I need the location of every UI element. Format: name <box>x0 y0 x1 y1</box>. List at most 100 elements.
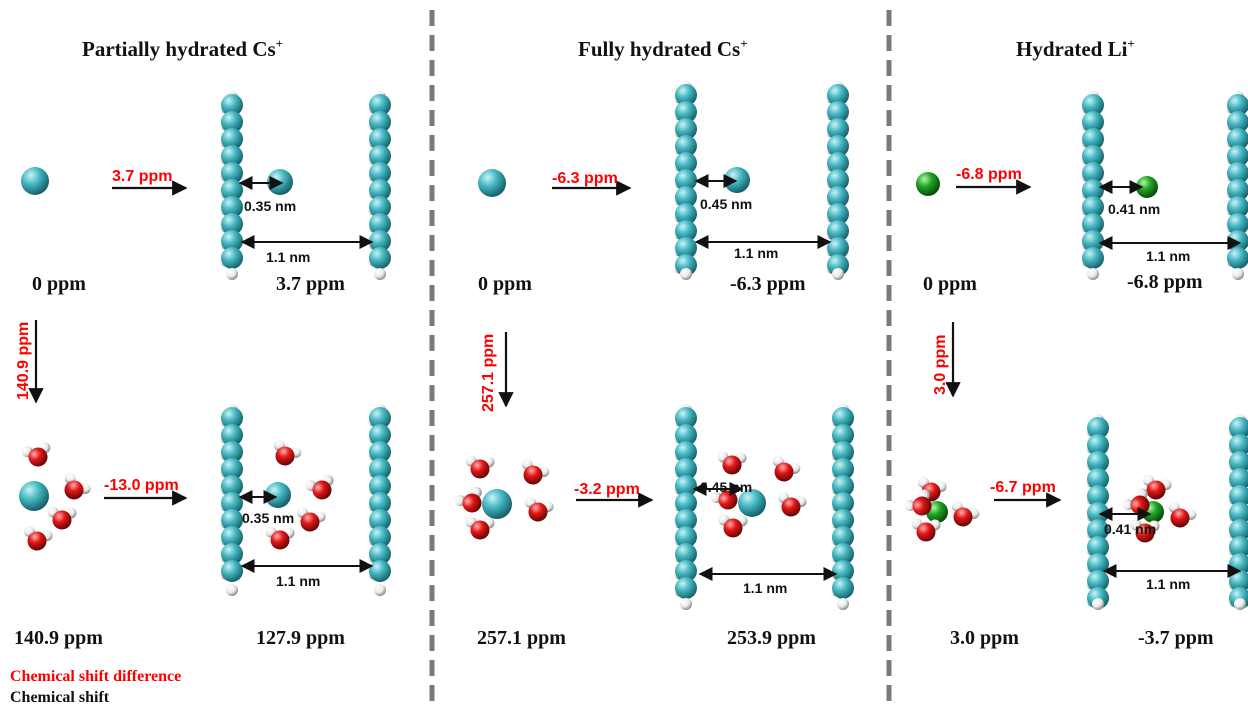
carbon-atom <box>1087 519 1109 541</box>
hydrogen-atom <box>226 584 238 596</box>
carbon-atom <box>369 509 391 531</box>
oxygen-atom <box>470 520 490 540</box>
carbon-atom <box>675 101 697 123</box>
carbon-atom <box>832 458 854 480</box>
water-molecule <box>305 474 334 500</box>
water-molecule <box>47 506 77 530</box>
carbon-atom <box>1227 111 1248 133</box>
shift-p1-top-left: 0 ppm <box>32 273 86 295</box>
carbon-atom <box>369 196 391 218</box>
carbon-atom <box>675 220 697 242</box>
carbon-atom <box>675 475 697 497</box>
carbon-atom <box>675 424 697 446</box>
carbon-atom <box>369 179 391 201</box>
carbon-atom <box>675 84 697 106</box>
carbon-atom <box>1227 128 1248 150</box>
diff-p1-bottom: -13.0 ppm <box>104 477 179 494</box>
carbon-atom <box>221 94 243 116</box>
carbon-atom <box>675 509 697 531</box>
hydrogen-atom <box>374 268 386 280</box>
carbon-atom <box>675 169 697 191</box>
carbon-atom <box>832 475 854 497</box>
hydrogen-atom <box>374 584 386 596</box>
carbon-atom <box>369 230 391 252</box>
carbon-chain <box>220 91 243 280</box>
oxygen-atom <box>300 512 320 532</box>
carbon-atom <box>1227 94 1248 116</box>
water-molecule <box>21 442 51 467</box>
carbon-atom <box>675 560 697 582</box>
carbon-atom <box>221 128 243 150</box>
water-molecule <box>465 455 495 479</box>
carbon-atom <box>221 509 243 531</box>
oxygen-atom <box>781 497 801 517</box>
carbon-atom <box>1087 485 1109 507</box>
carbon-atom <box>675 407 697 429</box>
diff-p1-top: 3.7 ppm <box>112 168 172 185</box>
distance-p1-bottom-ion: 0.35 nm <box>242 510 294 526</box>
water-molecule <box>265 526 295 550</box>
carbon-atom <box>832 543 854 565</box>
carbon-atom <box>1087 536 1109 558</box>
carbon-atom <box>221 560 243 582</box>
carbon-atom <box>1082 230 1104 252</box>
hydrogen-atom <box>226 268 238 280</box>
oxygen-atom <box>64 480 84 500</box>
shift-p2-top-right: -6.3 ppm <box>730 273 806 295</box>
carbon-atom <box>1229 519 1248 541</box>
diff-p2-bottom: -3.2 ppm <box>574 481 640 498</box>
carbon-atom <box>832 509 854 531</box>
li-ion <box>926 501 948 523</box>
carbon-atom <box>1227 213 1248 235</box>
panel-title-fully-hydrated-cs: Fully hydrated Cs+ <box>578 36 748 61</box>
water-molecule <box>525 497 554 522</box>
diff-p2-vertical: 257.1 ppm <box>480 334 497 412</box>
water-molecule <box>911 518 941 542</box>
diff-p3-top: -6.8 ppm <box>956 166 1022 183</box>
carbon-atom <box>832 560 854 582</box>
carbon-atom <box>1229 502 1248 524</box>
carbon-atom <box>827 203 849 225</box>
distance-p2-top-gap: 1.1 nm <box>734 245 778 261</box>
carbon-atom <box>1227 145 1248 167</box>
distance-p3-bottom-gap: 1.1 nm <box>1146 576 1190 592</box>
carbon-atom <box>827 84 849 106</box>
carbon-atom <box>369 407 391 429</box>
carbon-atom <box>369 128 391 150</box>
panel-title-hydrated-li: Hydrated Li+ <box>1016 36 1135 61</box>
water-molecule <box>718 514 748 538</box>
carbon-chain <box>1228 414 1248 610</box>
carbon-atom <box>675 526 697 548</box>
carbon-atom <box>221 543 243 565</box>
legend-chemical-shift-difference: Chemical shift difference <box>10 668 182 685</box>
carbon-atom <box>221 111 243 133</box>
carbon-atom <box>221 179 243 201</box>
distance-p2-top-ion: 0.45 nm <box>700 196 752 212</box>
oxygen-atom <box>462 493 482 513</box>
water-molecule <box>297 507 326 532</box>
carbon-atom <box>221 458 243 480</box>
hydrogen-atom <box>1234 598 1246 610</box>
distance-p3-bottom-ion: 0.41 nm <box>1104 521 1156 537</box>
water-molecule <box>465 516 495 540</box>
hydrogen-atom <box>1087 268 1099 280</box>
carbon-atom <box>1227 196 1248 218</box>
carbon-atom <box>1227 247 1248 269</box>
carbon-atom <box>1087 417 1109 439</box>
carbon-chain <box>1086 414 1109 610</box>
water-molecule <box>717 451 747 475</box>
carbon-atom <box>1229 485 1248 507</box>
water-molecule <box>904 489 932 516</box>
legend-chemical-shift: Chemical shift <box>10 689 110 706</box>
carbon-atom <box>369 441 391 463</box>
carbon-chain <box>826 81 849 280</box>
shift-p3-top-right: -6.8 ppm <box>1127 271 1203 293</box>
carbon-atom <box>1227 179 1248 201</box>
hydrogen-atom <box>680 268 692 280</box>
water-molecule <box>772 455 801 482</box>
shift-p2-bottom-left: 257.1 ppm <box>477 627 566 649</box>
carbon-atom <box>827 254 849 276</box>
carbon-atom <box>221 492 243 514</box>
